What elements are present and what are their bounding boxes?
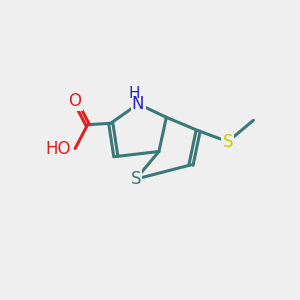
- Text: S: S: [130, 170, 141, 188]
- Text: N: N: [132, 95, 144, 113]
- Text: H: H: [129, 86, 140, 101]
- Text: HO: HO: [45, 140, 70, 158]
- Text: O: O: [69, 92, 82, 110]
- Text: S: S: [223, 133, 233, 151]
